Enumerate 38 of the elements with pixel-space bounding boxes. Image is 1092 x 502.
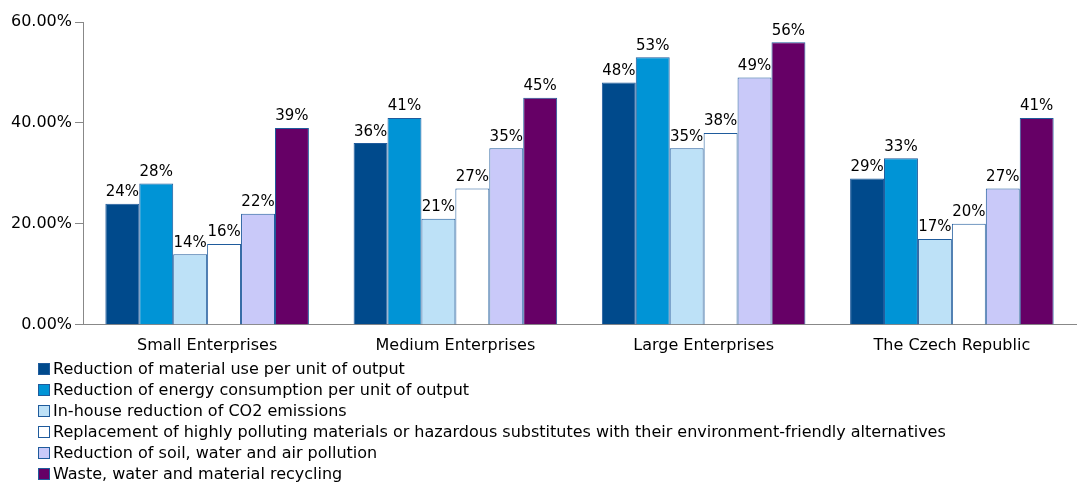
data-label: 27% (455, 166, 490, 185)
data-label: 27% (986, 166, 1020, 185)
x-tick-label: Large Enterprises (633, 334, 774, 354)
data-label: 21% (421, 197, 456, 216)
y-tick-label: 0.00% (21, 313, 73, 333)
data-label: 38% (703, 111, 738, 130)
data-label: 35% (489, 126, 523, 145)
data-label: 28% (139, 161, 173, 180)
x-tick-label: Small Enterprises (137, 334, 278, 354)
data-label: 20% (952, 202, 986, 221)
data-label: 29% (850, 156, 884, 175)
data-label: 56% (771, 20, 806, 39)
data-label: 35% (669, 126, 704, 145)
data-label: 33% (884, 136, 918, 155)
legend-label: Reduction of soil, water and air pollution (53, 442, 378, 463)
y-tick-label: 40.00% (10, 112, 73, 132)
data-label: 36% (353, 121, 388, 140)
y-tick-label: 20.00% (10, 213, 73, 233)
x-tick-label: The Czech Republic (872, 334, 1031, 354)
legend-label: Reduction of energy consumption per unit of output (53, 379, 470, 400)
data-label: 41% (387, 96, 422, 115)
data-label: 53% (636, 35, 670, 54)
x-tick-label: Medium Enterprises (375, 334, 536, 354)
data-label: 48% (602, 60, 636, 79)
legend-label: Waste, water and material recycling (53, 463, 343, 484)
data-label: 45% (523, 76, 557, 95)
data-label: 14% (173, 232, 207, 251)
data-label: 17% (918, 217, 952, 236)
data-label: 41% (1020, 96, 1054, 115)
legend-label: In-house reduction of CO2 emissions (53, 400, 347, 421)
legend-label: Reduction of material use per unit of output (53, 358, 405, 379)
data-label: 39% (275, 106, 309, 125)
data-label: 16% (207, 222, 241, 241)
data-label: 49% (737, 55, 772, 74)
data-label: 24% (105, 182, 139, 201)
legend-label: Replacement of highly polluting materials or hazardous substitutes with their environment-friendly alternatives (53, 421, 946, 442)
data-label: 22% (241, 192, 275, 211)
y-tick-label: 60.00% (10, 11, 73, 31)
